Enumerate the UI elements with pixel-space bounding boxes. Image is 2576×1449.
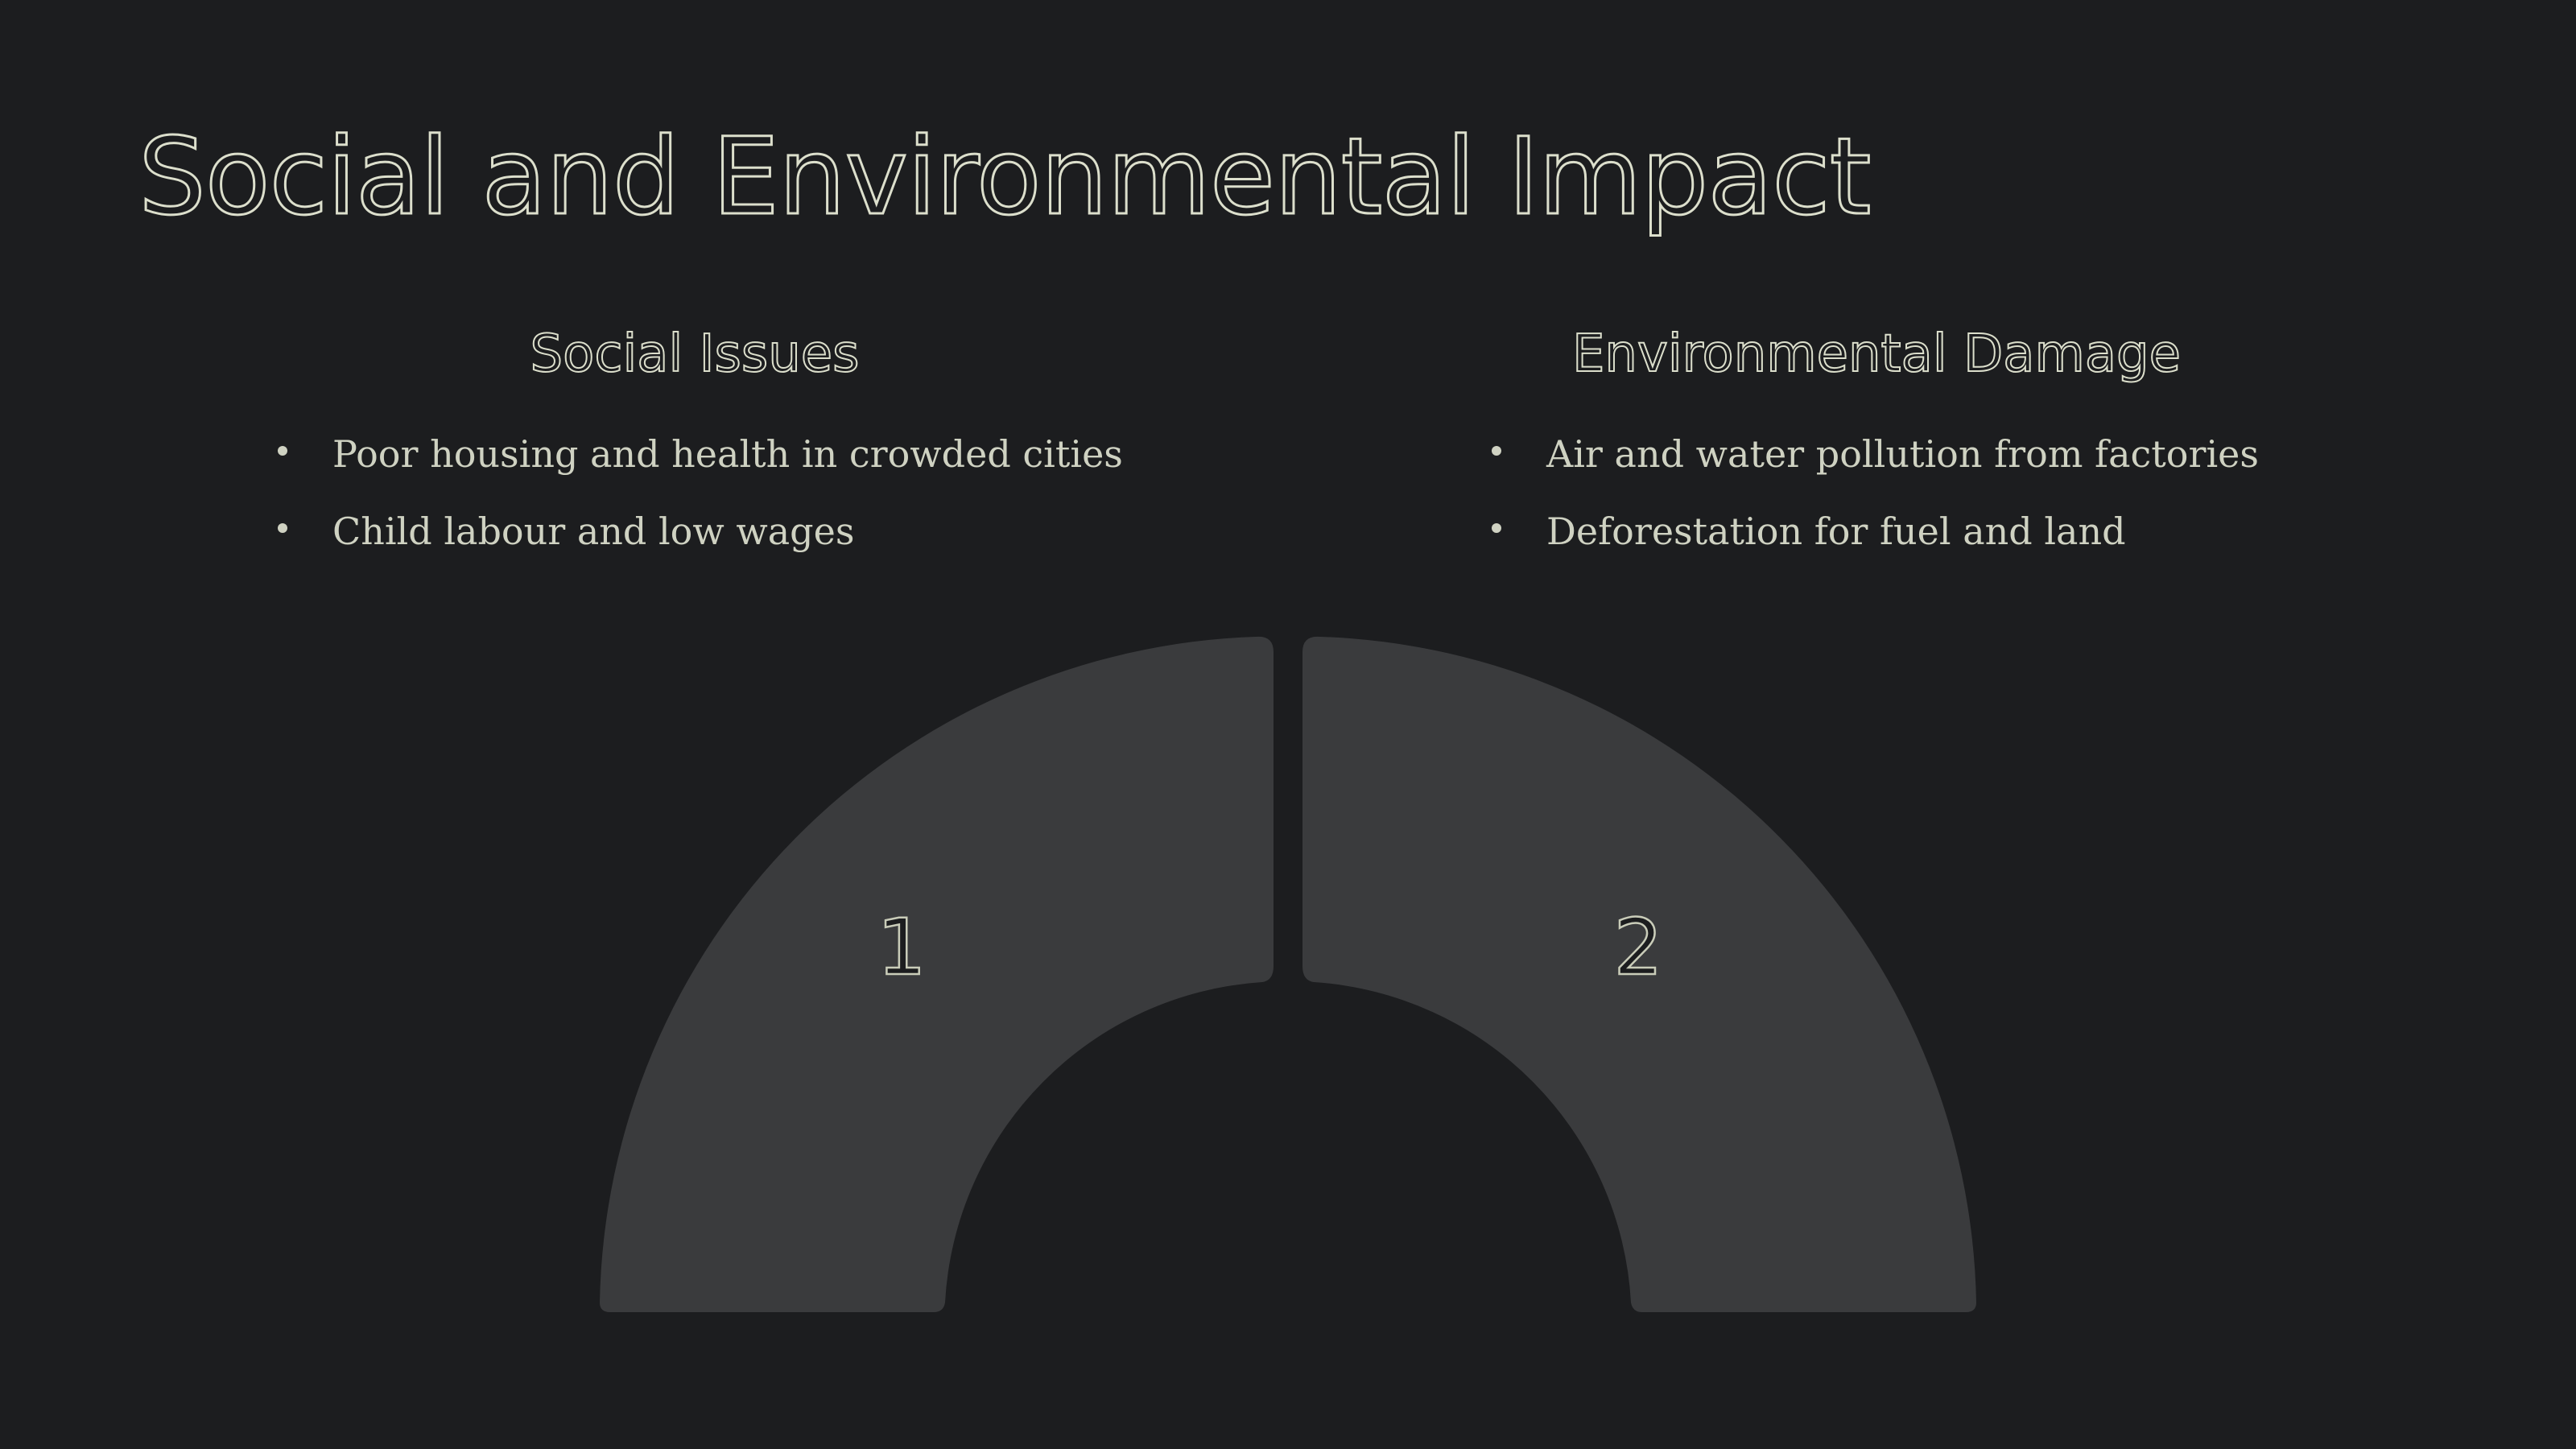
arc-segment-2 <box>1302 636 1976 1312</box>
bullet-icon <box>278 446 287 456</box>
environmental-damage-heading: Environmental Damage <box>1571 324 2182 385</box>
segment-label-2: 2 <box>1613 902 1662 993</box>
list-item: Air and water pollution from factories <box>1492 419 2259 496</box>
list-item: Poor housing and health in crowded citie… <box>278 419 1123 496</box>
bullet-text: Child labour and low wages <box>332 510 855 553</box>
list-item: Deforestation for fuel and land <box>1492 496 2259 573</box>
bullet-icon <box>1492 446 1501 456</box>
bullet-text: Air and water pollution from factories <box>1546 432 2259 476</box>
slide-title: Social and Environmental Impact <box>138 114 1873 241</box>
arc-segment-1 <box>600 636 1274 1312</box>
bullet-icon <box>278 523 287 533</box>
segment-label-1: 1 <box>877 902 926 993</box>
social-issues-list: Poor housing and health in crowded citie… <box>278 419 1123 573</box>
bullet-text: Deforestation for fuel and land <box>1546 510 2126 553</box>
social-issues-heading: Social Issues <box>530 324 861 385</box>
list-item: Child labour and low wages <box>278 496 1123 573</box>
bullet-text: Poor housing and health in crowded citie… <box>332 432 1123 476</box>
bullet-icon <box>1492 523 1501 533</box>
environmental-damage-list: Air and water pollution from factories D… <box>1492 419 2259 573</box>
